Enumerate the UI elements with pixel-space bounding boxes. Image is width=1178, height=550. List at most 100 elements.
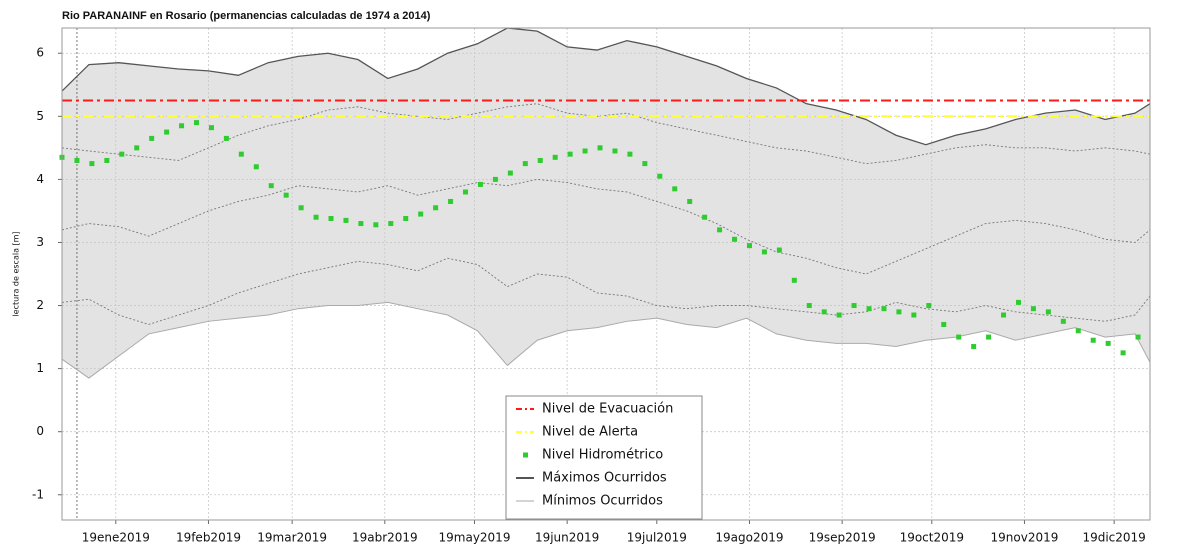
x-tick-label: 19nov2019 [991, 531, 1059, 545]
data-point [522, 161, 528, 167]
data-point [1120, 350, 1126, 356]
legend-label: Máximos Ocurridos [542, 471, 667, 486]
data-point [761, 249, 767, 255]
data-point [418, 211, 424, 217]
legend-label: Nivel de Alerta [542, 425, 638, 440]
x-tick-label: 19sep2019 [809, 531, 876, 545]
data-point [477, 181, 483, 187]
data-point [313, 214, 319, 220]
data-point [687, 198, 693, 204]
data-point [1135, 334, 1141, 340]
data-point [149, 135, 155, 141]
data-point [1105, 340, 1111, 346]
data-point [791, 277, 797, 283]
data-point [702, 214, 708, 220]
data-point [74, 157, 80, 163]
data-point [104, 157, 110, 163]
y-tick-label: 4 [36, 172, 44, 186]
data-point [1060, 318, 1066, 324]
data-point [597, 145, 603, 151]
data-point [208, 125, 214, 131]
data-point [672, 186, 678, 192]
data-point [1030, 306, 1036, 312]
y-tick-label: 1 [36, 361, 44, 375]
legend-label: Nivel de Evacuación [542, 402, 673, 417]
x-tick-label: 19jul2019 [627, 531, 687, 545]
range-band [62, 28, 1150, 379]
plot-frame [61, 27, 1151, 521]
x-tick-label: 19jun2019 [535, 531, 599, 545]
data-point [388, 221, 394, 227]
data-point [1075, 328, 1081, 334]
data-point [926, 303, 932, 309]
data-point [433, 205, 439, 211]
series-line [61, 27, 1151, 146]
data-point [253, 164, 259, 170]
data-point [134, 145, 140, 151]
chart-title: Rio PARANAINF en Rosario (permanencias c… [62, 10, 431, 22]
data-point [956, 334, 962, 340]
data-point [179, 123, 185, 129]
data-point [881, 306, 887, 312]
y-tick-label: 2 [36, 298, 44, 312]
data-point [971, 344, 977, 350]
data-point [612, 148, 618, 154]
data-point [492, 176, 498, 182]
data-point [567, 151, 573, 157]
data-point [941, 321, 947, 327]
data-point [238, 151, 244, 157]
x-tick-label: 19ago2019 [715, 531, 783, 545]
data-point [866, 306, 872, 312]
data-point [537, 157, 543, 163]
data-point [732, 236, 738, 242]
data-point [343, 217, 349, 223]
x-tick-label: 19abr2019 [352, 531, 418, 545]
y-tick-label: 0 [36, 424, 44, 438]
legend-swatch [523, 452, 528, 458]
y-tick-label: 6 [36, 46, 44, 60]
data-point [776, 247, 782, 253]
legend-label: Nivel Hidrométrico [542, 448, 663, 463]
data-point [642, 161, 648, 167]
data-point [403, 215, 409, 221]
data-point [582, 148, 588, 154]
x-tick-label: 19dic2019 [1082, 531, 1145, 545]
data-point [746, 243, 752, 249]
data-point [627, 151, 633, 157]
data-point [1001, 312, 1007, 318]
data-point [986, 334, 992, 340]
data-point [851, 303, 857, 309]
x-tick-label: 19oct2019 [900, 531, 964, 545]
data-point [448, 198, 454, 204]
data-point [911, 312, 917, 318]
x-tick-label: 19ene2019 [82, 531, 150, 545]
data-point [821, 309, 827, 315]
data-point [806, 303, 812, 309]
data-point [119, 151, 125, 157]
data-point [298, 205, 304, 211]
data-point [268, 183, 274, 189]
y-tick-label: 3 [36, 235, 44, 249]
series-line [61, 301, 1151, 379]
data-point [552, 154, 558, 160]
data-point [1090, 337, 1096, 343]
data-point [1015, 299, 1021, 305]
legend-box [505, 395, 703, 520]
data-point [507, 170, 513, 176]
x-tick-label: 19may2019 [439, 531, 511, 545]
y-tick-label: -1 [32, 487, 44, 501]
x-tick-label: 19mar2019 [257, 531, 327, 545]
data-point [223, 135, 229, 141]
data-point [836, 312, 842, 318]
data-point [89, 161, 95, 167]
legend: Nivel de Evacuación Nivel de Alerta Nivel … [505, 395, 703, 520]
data-point [717, 227, 723, 233]
legend-label: Mínimos Ocurridos [542, 494, 663, 509]
data-point [1045, 309, 1051, 315]
data-point [194, 120, 200, 126]
data-point [657, 173, 663, 179]
data-point [358, 221, 364, 227]
x-tick-label: 19feb2019 [176, 531, 241, 545]
data-point [463, 189, 469, 195]
